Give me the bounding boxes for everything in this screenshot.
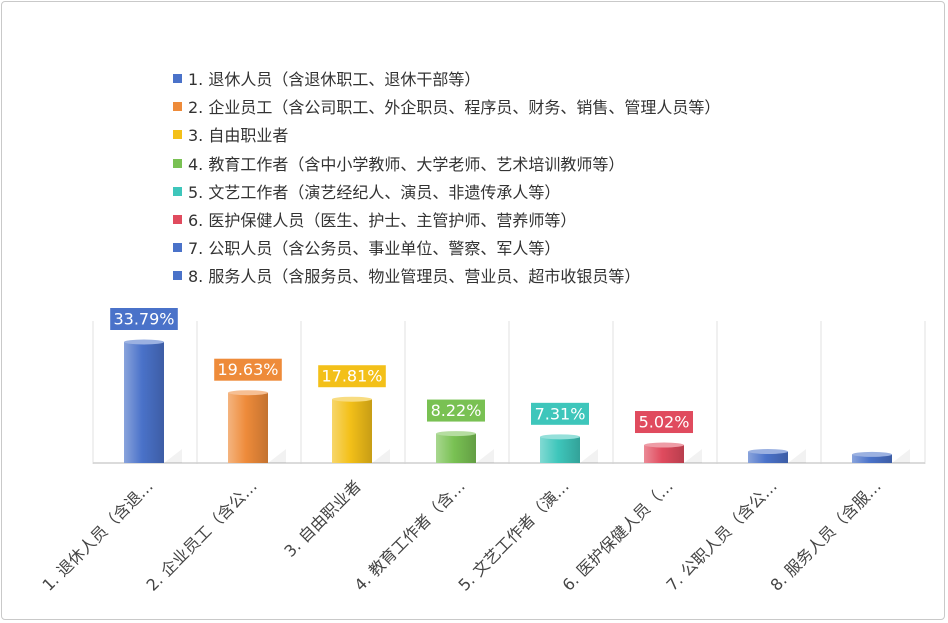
bar[interactable] (228, 390, 286, 463)
x-tick-label: 8. 服务人员（含服… (766, 476, 884, 594)
x-tick-label: 4. 教育工作者（含… (350, 476, 468, 594)
bar-shadow (684, 449, 702, 463)
legend-swatch (173, 243, 182, 253)
bar-body (644, 445, 684, 463)
bar[interactable] (436, 431, 494, 463)
data-label-box (531, 402, 589, 425)
legend-item[interactable]: 5. 文艺工作者（演艺经纪人、演员、非遗传承人等） (173, 179, 720, 207)
data-label: 8.22% (431, 401, 482, 420)
bar-top (644, 442, 684, 448)
chart-legend: 1. 退休人员（含退休职工、退休干部等） 2. 企业员工（含公司职工、外企职员、程… (173, 66, 720, 292)
x-tick-label: 5. 文艺工作者（演… (454, 476, 572, 594)
x-tick-label: 7. 公职人员（含公… (662, 476, 780, 594)
bar-top (748, 449, 788, 455)
bar-shadow (580, 449, 598, 463)
legend-item[interactable]: 3. 自由职业者 (173, 122, 720, 150)
data-label: 7.31% (535, 404, 586, 423)
bar-shadow (268, 449, 286, 463)
bar[interactable] (644, 442, 702, 463)
legend-item[interactable]: 7. 公职人员（含公务员、事业单位、警察、军人等） (173, 235, 720, 263)
bar[interactable] (124, 339, 182, 464)
bar-shadow (892, 449, 910, 463)
bar[interactable] (332, 396, 390, 463)
bar-body (748, 451, 788, 463)
bar-shadow (788, 449, 806, 463)
x-tick-label: 2. 企业员工（含公… (142, 476, 260, 594)
bar-top (852, 451, 892, 457)
legend-label: 3. 自由职业者 (188, 126, 289, 146)
bar-top (124, 339, 164, 345)
legend-item[interactable]: 8. 服务人员（含服务员、物业管理员、营业员、超市收银员等） (173, 263, 720, 291)
legend-item[interactable]: 6. 医护保健人员（医生、护士、主管护师、营养师等） (173, 207, 720, 235)
data-label-box (318, 365, 386, 388)
data-label: 17.81% (321, 367, 382, 386)
data-label: 33.79% (113, 310, 174, 329)
bar-body (124, 342, 164, 463)
bar-body (852, 454, 892, 463)
bar-top (540, 434, 580, 440)
legend-label: 1. 退休人员（含退休职工、退休干部等） (188, 70, 481, 89)
bar-top (436, 431, 476, 437)
bar-shadow (372, 449, 390, 463)
legend-swatch (173, 102, 182, 112)
legend-swatch (173, 214, 182, 224)
legend-swatch (173, 74, 182, 83)
legend-swatch (173, 271, 182, 281)
legend-swatch (173, 186, 182, 196)
data-label-box (427, 399, 485, 422)
bar-shadow (164, 449, 182, 463)
data-label-box (110, 308, 178, 330)
bar-top (228, 390, 268, 396)
x-tick-label: 3. 自由职业者 (280, 476, 364, 560)
bar[interactable] (748, 449, 806, 463)
legend-label: 7. 公职人员（含公务员、事业单位、警察、军人等） (188, 239, 561, 259)
bar-body (332, 399, 372, 463)
data-label-box (635, 411, 693, 434)
x-tick-label: 1. 退休人员（含退… (38, 476, 156, 594)
bar-body (436, 433, 476, 463)
legend-label: 6. 医护保健人员（医生、护士、主管护师、营养师等） (188, 210, 577, 230)
x-tick-label: 6. 医护保健人员（… (558, 476, 676, 594)
data-label: 19.63% (217, 360, 278, 379)
legend-item[interactable]: 2. 企业员工（含公司职工、外企职员、程序员、财务、销售、管理人员等） (173, 94, 720, 122)
bar-body (540, 436, 580, 463)
legend-label: 8. 服务人员（含服务员、物业管理员、营业员、超市收银员等） (188, 267, 641, 287)
legend-label: 4. 教育工作者（含中小学教师、大学老师、艺术培训教师等） (188, 154, 625, 174)
legend-label: 5. 文艺工作者（演艺经纪人、演员、非遗传承人等） (188, 182, 561, 202)
data-label-box (214, 358, 282, 381)
bar[interactable] (540, 434, 598, 463)
legend-item[interactable]: 1. 退休人员（含退休职工、退休干部等） (173, 66, 720, 94)
bar-shadow (476, 449, 494, 463)
data-label: 5.02% (639, 413, 690, 432)
legend-item[interactable]: 4. 教育工作者（含中小学教师、大学老师、艺术培训教师等） (173, 151, 720, 179)
legend-swatch (173, 130, 182, 140)
bar-body (228, 392, 268, 463)
legend-swatch (173, 158, 182, 168)
bar-top (332, 396, 372, 402)
legend-label: 2. 企业员工（含公司职工、外企职员、程序员、财务、销售、管理人员等） (188, 98, 721, 118)
bar[interactable] (852, 449, 910, 463)
